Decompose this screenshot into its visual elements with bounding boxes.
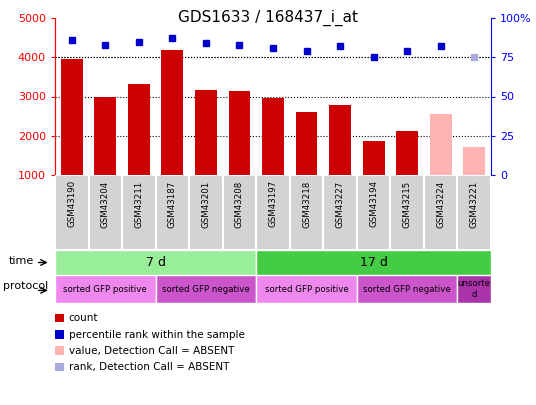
Text: GSM43221: GSM43221: [470, 180, 479, 228]
Bar: [155, 275, 256, 303]
Text: GSM43208: GSM43208: [235, 180, 244, 228]
Text: protocol: protocol: [3, 281, 48, 291]
Text: GSM43197: GSM43197: [269, 180, 278, 227]
Text: GDS1633 / 168437_i_at: GDS1633 / 168437_i_at: [178, 10, 358, 26]
Bar: [88, 175, 122, 250]
Text: GSM43227: GSM43227: [336, 180, 345, 228]
Bar: [290, 175, 323, 250]
Bar: [55, 250, 256, 275]
Bar: [94, 97, 116, 175]
Bar: [296, 112, 317, 175]
Text: count: count: [69, 313, 98, 323]
Bar: [256, 175, 290, 250]
Bar: [55, 346, 64, 355]
Bar: [323, 175, 357, 250]
Text: sorted GFP positive: sorted GFP positive: [63, 284, 147, 294]
Text: GSM43201: GSM43201: [202, 180, 211, 228]
Bar: [390, 175, 424, 250]
Text: 7 d: 7 d: [146, 256, 166, 269]
Text: GSM43218: GSM43218: [302, 180, 311, 228]
Text: GSM43215: GSM43215: [403, 180, 412, 228]
Bar: [228, 92, 250, 175]
Bar: [457, 175, 491, 250]
Text: value, Detection Call = ABSENT: value, Detection Call = ABSENT: [69, 346, 234, 356]
Bar: [457, 275, 491, 303]
Bar: [329, 105, 351, 175]
Bar: [55, 314, 64, 322]
Text: GSM43211: GSM43211: [135, 180, 143, 228]
Bar: [256, 275, 357, 303]
Text: GSM43224: GSM43224: [436, 180, 445, 228]
Text: sorted GFP negative: sorted GFP negative: [363, 284, 451, 294]
Text: GSM43190: GSM43190: [68, 180, 76, 227]
Text: GSM43204: GSM43204: [101, 180, 110, 228]
Bar: [55, 175, 88, 250]
Bar: [161, 50, 183, 175]
Bar: [357, 175, 390, 250]
Bar: [55, 330, 64, 339]
Text: time: time: [8, 256, 33, 266]
Bar: [195, 90, 217, 175]
Bar: [155, 175, 189, 250]
Bar: [128, 84, 150, 175]
Bar: [61, 59, 83, 175]
Bar: [396, 131, 418, 175]
Text: sorted GFP negative: sorted GFP negative: [162, 284, 250, 294]
Bar: [222, 175, 256, 250]
Bar: [55, 362, 64, 371]
Bar: [55, 275, 155, 303]
Text: GSM43187: GSM43187: [168, 180, 177, 228]
Text: sorted GFP positive: sorted GFP positive: [265, 284, 348, 294]
Bar: [256, 250, 491, 275]
Bar: [363, 141, 384, 175]
Bar: [430, 114, 452, 175]
Text: 17 d: 17 d: [360, 256, 388, 269]
Bar: [357, 275, 457, 303]
Text: GSM43194: GSM43194: [369, 180, 378, 227]
Bar: [463, 147, 485, 175]
Text: unsorte
d: unsorte d: [458, 279, 491, 299]
Bar: [189, 175, 222, 250]
Bar: [122, 175, 155, 250]
Bar: [424, 175, 457, 250]
Bar: [262, 98, 284, 175]
Text: rank, Detection Call = ABSENT: rank, Detection Call = ABSENT: [69, 362, 229, 372]
Text: percentile rank within the sample: percentile rank within the sample: [69, 330, 244, 340]
